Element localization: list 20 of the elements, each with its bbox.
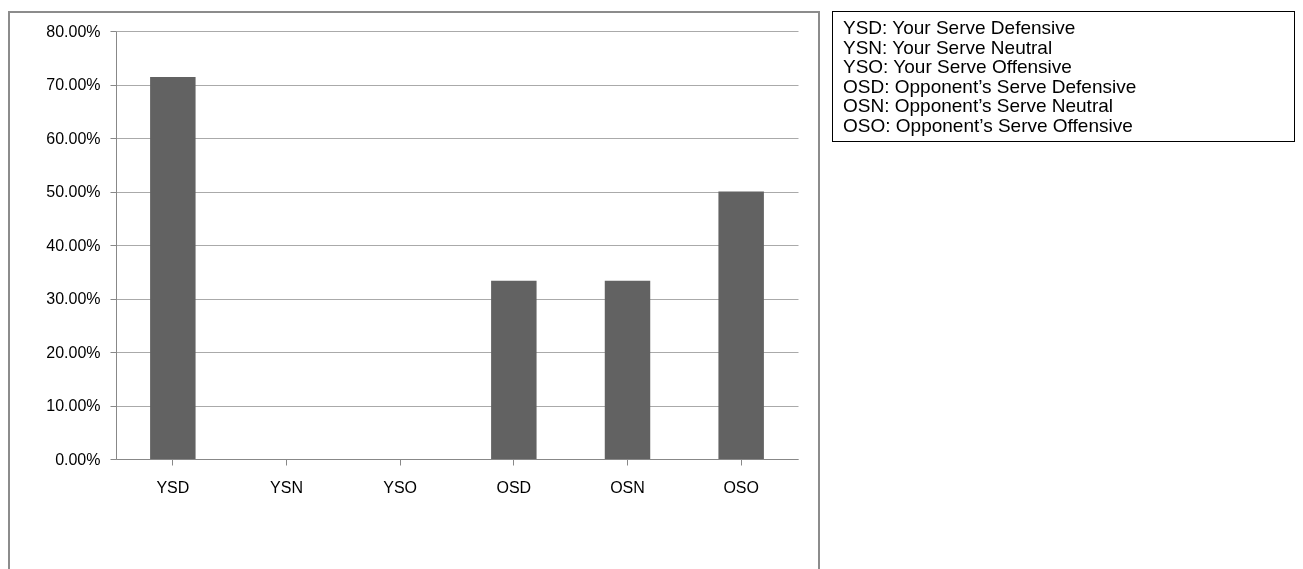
bar [718, 191, 764, 459]
y-tick-label: 30.00% [46, 290, 101, 307]
x-tick-label: OSN [610, 478, 645, 496]
x-tick-label: OSD [496, 478, 532, 496]
y-tick-label: 50.00% [46, 183, 101, 200]
y-tick-label: 40.00% [46, 236, 101, 254]
bar [150, 77, 196, 459]
y-tick-label: 10.00% [46, 397, 101, 414]
y-tick-label: 80.00% [46, 22, 101, 40]
y-tick-label: 60.00% [46, 129, 101, 147]
text-box: YSD: Your Serve Defensive YSN: Your Serve Neutral YSO: Your Serve Offensive OSD: Opponent’s Serve Defensive OSN: Opponent’s Serve Neutral OSO: Opponent’s Serve Offensive [832, 11, 1295, 142]
x-tick-label: YSN [270, 478, 303, 496]
x-tick-label: YSD [156, 478, 190, 496]
y-tick-label: 70.00% [46, 76, 101, 93]
x-tick-label: YSO [383, 478, 418, 496]
bar [604, 280, 651, 459]
y-tick-label: 0.00% [55, 450, 101, 468]
x-tick-label: OSO [723, 478, 759, 496]
bar [491, 280, 537, 459]
y-tick-label: 20.00% [46, 343, 101, 361]
